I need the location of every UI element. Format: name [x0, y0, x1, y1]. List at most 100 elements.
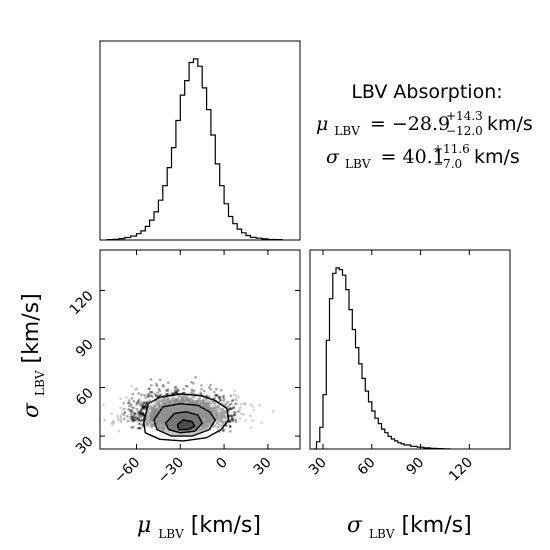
scatter-point	[137, 410, 140, 413]
sigma-axis-symbol: σ	[347, 513, 363, 538]
scatter-point	[214, 393, 217, 397]
scatter-point	[138, 427, 142, 430]
scatter-point	[228, 419, 232, 422]
scatter-point	[139, 412, 142, 415]
scatter-point	[130, 418, 134, 422]
scatter-point	[229, 430, 232, 433]
scatter-point	[141, 413, 145, 417]
scatter-point	[207, 395, 211, 399]
scatter-point	[119, 414, 122, 418]
scatter-point	[215, 387, 218, 391]
scatter-point	[233, 413, 236, 416]
scatter-point	[139, 409, 143, 413]
scatter-point	[141, 423, 144, 427]
scatter-point	[225, 424, 228, 428]
scatter-point	[220, 388, 223, 392]
annotation-sigma-line: σ LBV = 40.1	[326, 146, 445, 173]
scatter-point	[244, 419, 247, 422]
scatter-point	[222, 428, 226, 432]
mu-plus-error: +14.3	[446, 109, 483, 123]
scatter-point	[129, 403, 133, 407]
scatter-point	[134, 412, 137, 415]
scatter-point	[139, 415, 142, 419]
scatter-point	[140, 404, 143, 407]
sigma-x-ticks: 30 60 90 120	[306, 250, 476, 485]
scatter-point	[243, 402, 246, 406]
scatter-point	[234, 411, 237, 414]
scatter-point	[248, 414, 252, 418]
scatter-point	[138, 403, 141, 406]
scatter-point	[150, 391, 154, 394]
scatter-point	[142, 400, 146, 404]
scatter-point	[143, 393, 146, 397]
scatter-point	[142, 413, 145, 417]
scatter-point	[142, 406, 145, 409]
scatter-point	[158, 389, 162, 393]
scatter-point	[233, 389, 236, 393]
scatter-point	[130, 417, 133, 421]
x-tick-label: 30	[306, 455, 330, 479]
scatter-point	[130, 409, 134, 413]
scatter-point	[142, 401, 145, 405]
scatter-point	[142, 405, 146, 409]
scatter-point	[130, 384, 134, 388]
scatter-point	[150, 384, 153, 387]
scatter-point	[140, 418, 143, 422]
scatter-point	[249, 426, 253, 429]
scatter-point	[202, 389, 206, 393]
scatter-point	[234, 418, 238, 422]
scatter-point	[141, 412, 145, 415]
scatter-point	[239, 406, 242, 409]
scatter-point	[151, 395, 154, 399]
scatter-point	[122, 410, 126, 414]
scatter-point	[221, 395, 225, 399]
scatter-point	[138, 410, 142, 414]
scatter-point	[127, 407, 130, 411]
scatter-point	[137, 400, 140, 404]
scatter-point	[135, 403, 138, 406]
scatter-point	[232, 419, 235, 423]
scatter-point	[130, 406, 134, 409]
scatter-point	[112, 419, 115, 423]
scatter-point	[135, 401, 139, 405]
scatter-point	[218, 396, 221, 400]
scatter-point	[131, 392, 135, 396]
scatter-point	[230, 414, 234, 418]
sigma-histogram-panel: 30 60 90 120	[306, 249, 511, 485]
scatter-point	[229, 414, 233, 417]
x-tick-label: 0	[213, 455, 231, 473]
scatter-point	[148, 390, 152, 394]
annotation-mu-line: μ LBV = −28.9	[316, 113, 450, 140]
joint-x-ticks: −60 −30 0 30	[111, 250, 275, 487]
scatter-point	[120, 412, 124, 416]
mu-value: = −28.9	[370, 113, 450, 135]
scatter-point	[176, 387, 179, 391]
scatter-point	[240, 402, 243, 406]
scatter-point	[139, 401, 143, 404]
scatter-point	[137, 417, 140, 421]
scatter-point	[214, 394, 218, 398]
scatter-point	[260, 421, 264, 424]
scatter-point	[142, 407, 146, 411]
scatter-point	[174, 390, 178, 394]
scatter-point	[147, 387, 151, 391]
scatter-point	[207, 386, 211, 389]
sigma-symbol: σ	[326, 146, 340, 168]
scatter-point	[234, 420, 238, 424]
scatter-point	[177, 389, 180, 392]
scatter-point	[161, 383, 165, 387]
scatter-point	[228, 407, 232, 410]
scatter-point	[126, 401, 130, 405]
scatter-point	[117, 429, 120, 433]
scatter-point	[134, 412, 137, 416]
scatter-point	[155, 382, 158, 386]
scatter-point	[165, 388, 168, 392]
scatter-point	[112, 421, 115, 425]
posterior-annotation: LBV Absorption: μ LBV = −28.9 +14.3 −12.…	[316, 81, 533, 173]
scatter-point	[192, 382, 195, 385]
scatter-point	[200, 387, 203, 391]
scatter-point	[149, 378, 153, 381]
scatter-point	[239, 412, 243, 416]
scatter-point	[126, 415, 129, 418]
mu-axis-unit: [km/s]	[191, 513, 261, 538]
